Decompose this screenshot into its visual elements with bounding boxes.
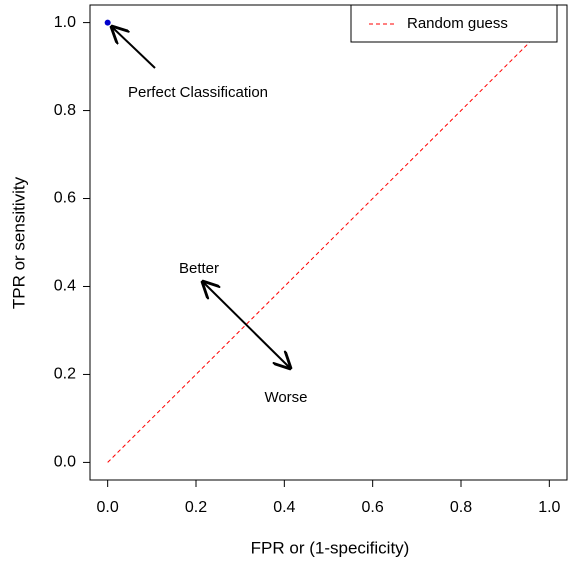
- arrow: [112, 27, 156, 69]
- y-tick-label: 0.8: [54, 102, 76, 119]
- annotation: Better: [179, 260, 219, 277]
- x-axis-title: FPR or (1-specificity): [251, 538, 410, 557]
- annotation: Perfect Classification: [128, 84, 268, 101]
- annotation: Worse: [264, 389, 307, 406]
- x-tick-label: 1.0: [538, 499, 560, 516]
- legend-label: Random guess: [407, 15, 508, 32]
- y-axis-title: TPR or sensitivity: [9, 176, 28, 309]
- point: [104, 19, 111, 26]
- arrow: [203, 282, 290, 368]
- x-tick-label: 0.2: [185, 499, 207, 516]
- y-tick-label: 1.0: [54, 14, 76, 31]
- plot-box: [89, 4, 568, 481]
- x-tick-label: 0.6: [362, 499, 384, 516]
- y-tick-label: 0.2: [54, 366, 76, 383]
- x-tick-label: 0.0: [97, 499, 119, 516]
- y-tick-label: 0.6: [54, 190, 76, 207]
- x-tick-label: 0.4: [273, 499, 295, 516]
- x-tick-label: 0.8: [450, 499, 472, 516]
- roc-line: [107, 22, 550, 463]
- y-tick-label: 0.4: [54, 278, 76, 295]
- y-tick-label: 0.0: [54, 454, 76, 471]
